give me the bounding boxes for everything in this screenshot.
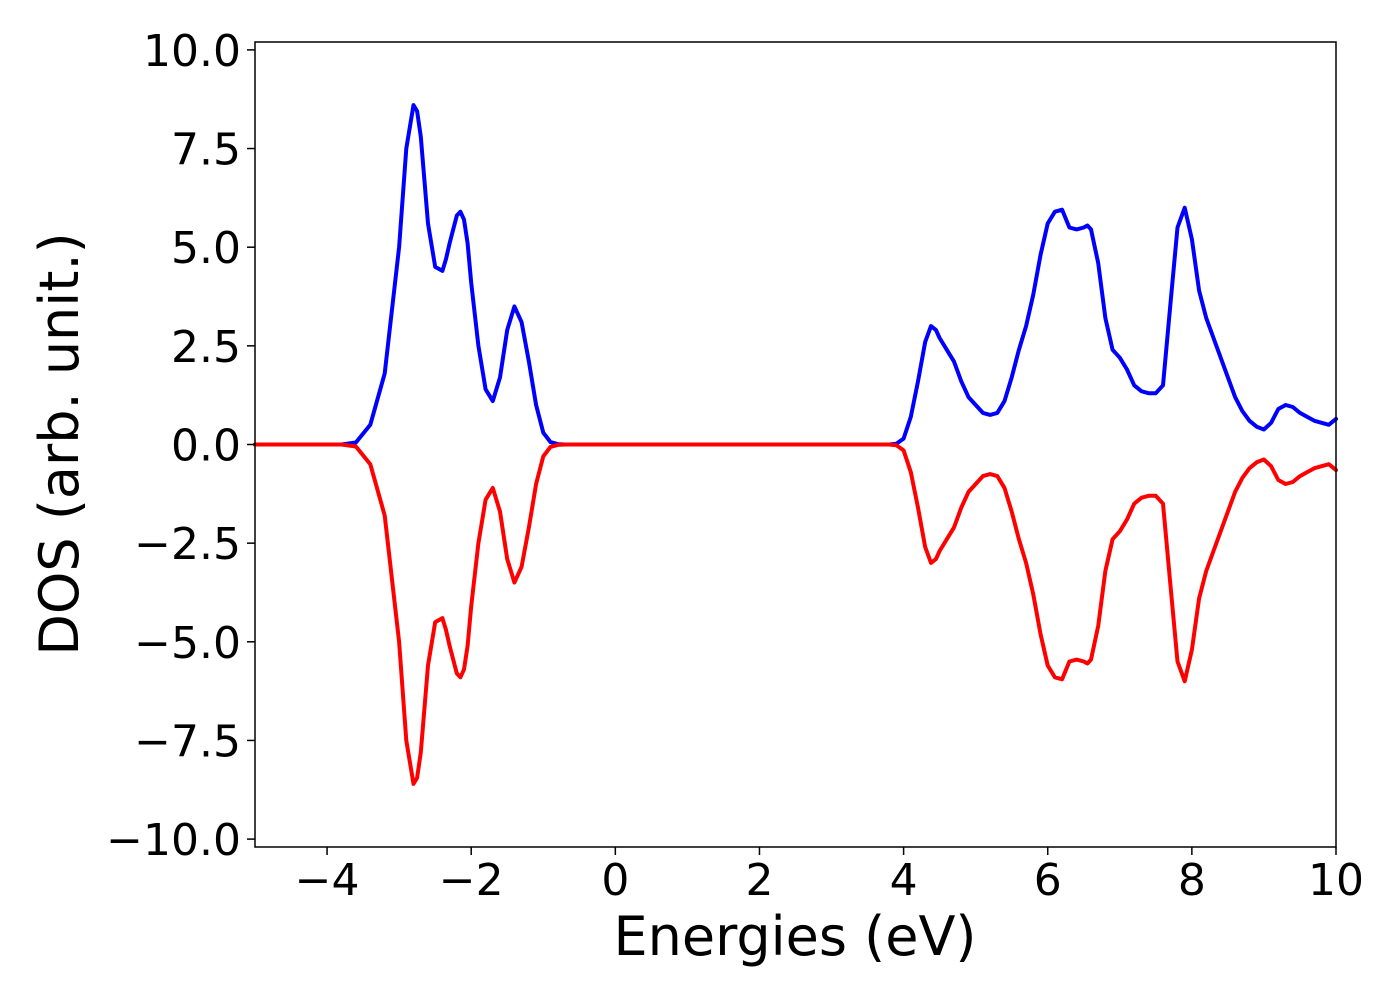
x-tick-label: 6 [1034, 855, 1062, 906]
series-line-2 [253, 442, 1338, 786]
y-tick-label: −10.0 [106, 815, 241, 866]
y-tick-label: −2.5 [134, 519, 241, 570]
y-tick-label: 5.0 [171, 223, 241, 274]
x-tick-label: 8 [1178, 855, 1206, 906]
x-axis-ticks: −4 −2 0 2 4 6 8 10 [295, 847, 1364, 906]
x-tick-label: −4 [295, 855, 360, 906]
y-tick-label: −7.5 [134, 716, 241, 767]
x-tick-label: 4 [890, 855, 918, 906]
series-line-1 [253, 103, 1338, 447]
x-tick-label: 10 [1308, 855, 1364, 906]
x-tick-label: 0 [601, 855, 629, 906]
series-layer [253, 103, 1338, 786]
y-tick-label: 7.5 [171, 125, 241, 176]
y-tick-label: 2.5 [171, 322, 241, 373]
y-tick-label: 10.0 [143, 26, 241, 77]
y-axis-label: DOS (arb. unit.) [28, 232, 91, 655]
y-tick-label: −5.0 [134, 618, 241, 669]
x-axis-label: Energies (eV) [614, 905, 977, 968]
x-tick-label: −2 [439, 855, 504, 906]
y-axis-ticks: 10.0 7.5 5.0 2.5 0.0 −2.5 −5.0 −7.5 −10.0 [106, 26, 255, 866]
y-tick-label: 0.0 [171, 421, 241, 472]
x-tick-label: 2 [745, 855, 773, 906]
